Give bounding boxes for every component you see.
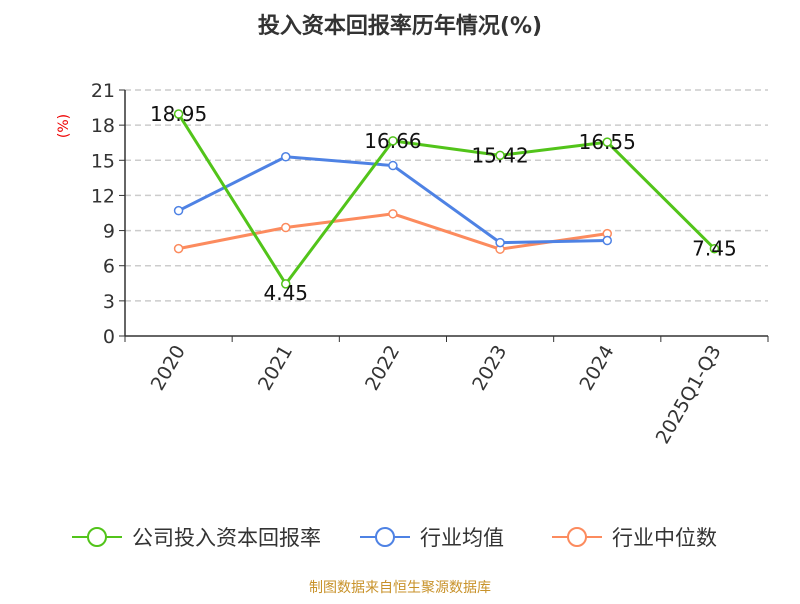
data-label: 18.95 <box>150 102 207 126</box>
x-tick-label: 2025Q1-Q3 <box>652 342 726 448</box>
data-point <box>388 209 398 219</box>
x-tick-label: 2021 <box>254 342 297 395</box>
data-label: 15.42 <box>471 143 528 167</box>
data-point <box>173 205 184 216</box>
y-tick-label: 21 <box>91 80 115 102</box>
y-tick-label: 0 <box>103 326 115 348</box>
y-tick-label: 9 <box>103 221 115 243</box>
series-line <box>178 212 608 251</box>
legend-label: 行业中位数 <box>612 526 717 550</box>
data-point <box>281 152 291 162</box>
y-tick-label: 6 <box>103 256 115 278</box>
data-point <box>173 109 184 119</box>
data-point <box>281 222 291 233</box>
data-point <box>281 279 291 289</box>
legend-label: 公司投入资本回报率 <box>132 526 321 550</box>
x-tick-label: 2023 <box>468 342 511 395</box>
x-tick-label: 2020 <box>147 342 190 395</box>
data-point <box>709 243 720 254</box>
data-label: 16.55 <box>579 130 636 154</box>
y-tick-label: 18 <box>91 115 115 137</box>
y-tick-label: 12 <box>91 185 115 207</box>
x-tick-label: 2022 <box>361 342 404 395</box>
data-point <box>173 243 184 254</box>
y-tick-label: 15 <box>91 150 115 172</box>
legend-marker <box>375 527 395 547</box>
y-tick-label: 3 <box>103 291 115 313</box>
source-note: 制图数据来自恒生聚源数据库 <box>309 580 491 596</box>
chart-title: 投入资本回报率历年情况(%) <box>258 13 542 39</box>
data-point <box>495 150 505 161</box>
data-point <box>602 235 612 246</box>
data-point <box>495 237 505 248</box>
legend-marker <box>567 527 587 547</box>
y-axis-label: (%) <box>56 114 72 138</box>
data-label: 7.45 <box>692 237 737 261</box>
data-point <box>388 160 398 171</box>
data-label: 4.45 <box>263 281 308 305</box>
legend-marker <box>87 527 107 547</box>
data-point <box>388 136 398 146</box>
series-line <box>177 113 716 287</box>
x-tick-label: 2024 <box>575 342 618 395</box>
legend-label: 行业均值 <box>420 526 504 550</box>
data-point <box>602 137 612 147</box>
data-label: 16.66 <box>364 129 421 153</box>
